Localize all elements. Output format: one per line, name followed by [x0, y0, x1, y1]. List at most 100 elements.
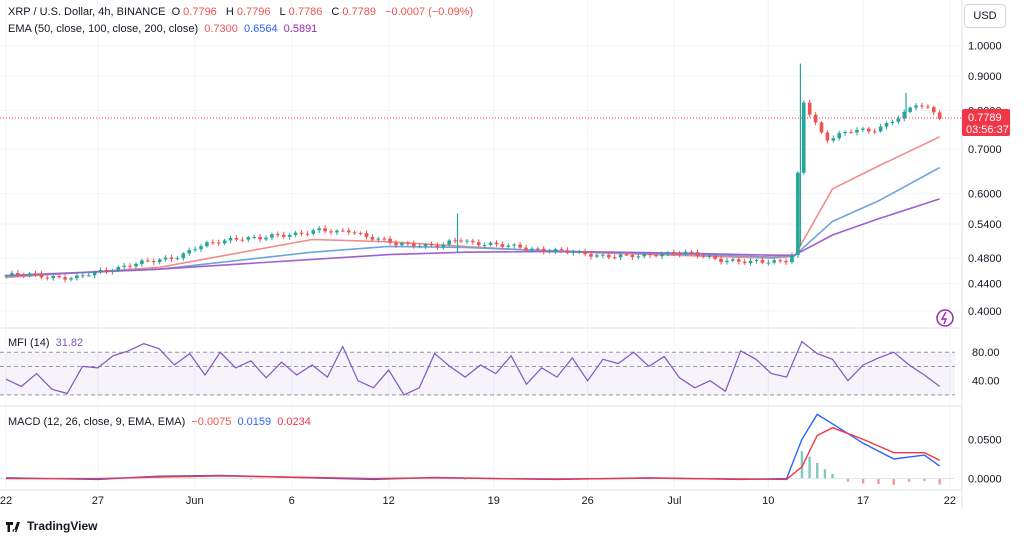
candle[interactable] [707, 254, 712, 260]
candle[interactable] [541, 245, 546, 255]
candle[interactable] [624, 252, 629, 257]
price-tag[interactable] [962, 109, 1010, 137]
candle[interactable] [364, 230, 369, 240]
candle[interactable] [736, 257, 741, 265]
candle[interactable] [258, 234, 262, 243]
candle[interactable] [778, 258, 782, 264]
candle[interactable] [116, 265, 121, 273]
candle[interactable] [500, 241, 505, 250]
mfi-pane[interactable] [0, 340, 955, 396]
candle[interactable] [234, 235, 239, 242]
candle[interactable] [193, 246, 197, 252]
candle[interactable] [819, 121, 824, 134]
candle[interactable] [39, 271, 44, 280]
candle[interactable] [666, 250, 670, 257]
candle[interactable] [157, 258, 162, 265]
candle[interactable] [748, 258, 753, 266]
candle[interactable] [45, 275, 50, 281]
candle[interactable] [140, 258, 144, 267]
candle[interactable] [754, 258, 759, 264]
candle[interactable] [725, 258, 729, 265]
candle[interactable] [494, 240, 499, 247]
candle[interactable] [689, 250, 694, 255]
candle[interactable] [506, 243, 511, 249]
candle[interactable] [222, 238, 227, 246]
candle[interactable] [518, 241, 522, 250]
candle[interactable] [228, 235, 233, 244]
candle[interactable] [151, 258, 156, 265]
candle[interactable] [281, 231, 286, 239]
candle[interactable] [264, 235, 268, 242]
candle[interactable] [742, 258, 747, 265]
macd-legend[interactable]: MACD (12, 26, close, 9, EMA, EMA) −0.007… [8, 416, 314, 428]
candle[interactable] [861, 126, 865, 133]
candle[interactable] [902, 109, 907, 122]
candle[interactable] [69, 276, 73, 282]
candle[interactable] [896, 115, 901, 124]
candle[interactable] [855, 127, 859, 136]
candle[interactable] [75, 273, 79, 281]
candle[interactable] [589, 251, 593, 260]
candle[interactable] [382, 236, 387, 241]
candle[interactable] [128, 262, 132, 269]
currency-button[interactable]: USD [964, 4, 1006, 28]
candle[interactable] [642, 252, 647, 259]
candle[interactable] [27, 271, 32, 278]
candle[interactable] [807, 99, 812, 118]
candle[interactable] [16, 270, 20, 278]
candle[interactable] [671, 249, 676, 256]
candle[interactable] [606, 252, 611, 260]
candle[interactable] [33, 270, 38, 277]
candle[interactable] [565, 247, 570, 255]
candle[interactable] [831, 135, 836, 143]
candle[interactable] [801, 100, 806, 175]
candle[interactable] [920, 102, 924, 109]
candle[interactable] [175, 255, 180, 261]
candle[interactable] [648, 251, 652, 258]
candle[interactable] [199, 244, 203, 253]
candle[interactable] [57, 273, 61, 279]
candle[interactable] [577, 249, 582, 255]
candle[interactable] [92, 270, 97, 279]
candle[interactable] [388, 235, 392, 245]
candle[interactable] [630, 252, 635, 260]
candle[interactable] [394, 240, 398, 249]
candle[interactable] [104, 267, 109, 275]
candle[interactable] [252, 234, 256, 239]
candle[interactable] [843, 130, 847, 136]
candle[interactable] [914, 103, 918, 111]
candle[interactable] [400, 241, 404, 247]
candle[interactable] [465, 238, 469, 245]
candle[interactable] [441, 242, 446, 250]
candle[interactable] [512, 243, 517, 249]
candle[interactable] [10, 270, 14, 278]
candle[interactable] [476, 239, 481, 248]
candle[interactable] [435, 242, 440, 250]
macd-signal-line[interactable] [6, 426, 941, 481]
candle[interactable] [346, 227, 351, 236]
tradingview-logo[interactable]: TradingView [6, 519, 97, 533]
candle[interactable] [311, 228, 316, 236]
candle[interactable] [731, 257, 735, 263]
candle[interactable] [849, 129, 853, 134]
candle[interactable] [926, 104, 930, 110]
candle[interactable] [547, 248, 552, 254]
candle[interactable] [299, 229, 304, 237]
candle[interactable] [654, 252, 658, 258]
candle[interactable] [370, 234, 375, 241]
ema-legend[interactable]: EMA (50, close, 100, close, 200, close) … [8, 23, 320, 35]
candle[interactable] [636, 253, 641, 260]
candle[interactable] [4, 274, 8, 279]
candle[interactable] [872, 128, 877, 135]
candle[interactable] [341, 228, 345, 232]
candle[interactable] [163, 255, 168, 262]
candle[interactable] [146, 257, 150, 263]
candle[interactable] [181, 252, 186, 261]
candle[interactable] [335, 229, 339, 236]
candle[interactable] [937, 109, 942, 121]
candle[interactable] [878, 123, 883, 133]
candle[interactable] [429, 241, 434, 247]
candle[interactable] [21, 272, 26, 279]
candle[interactable] [488, 241, 493, 247]
